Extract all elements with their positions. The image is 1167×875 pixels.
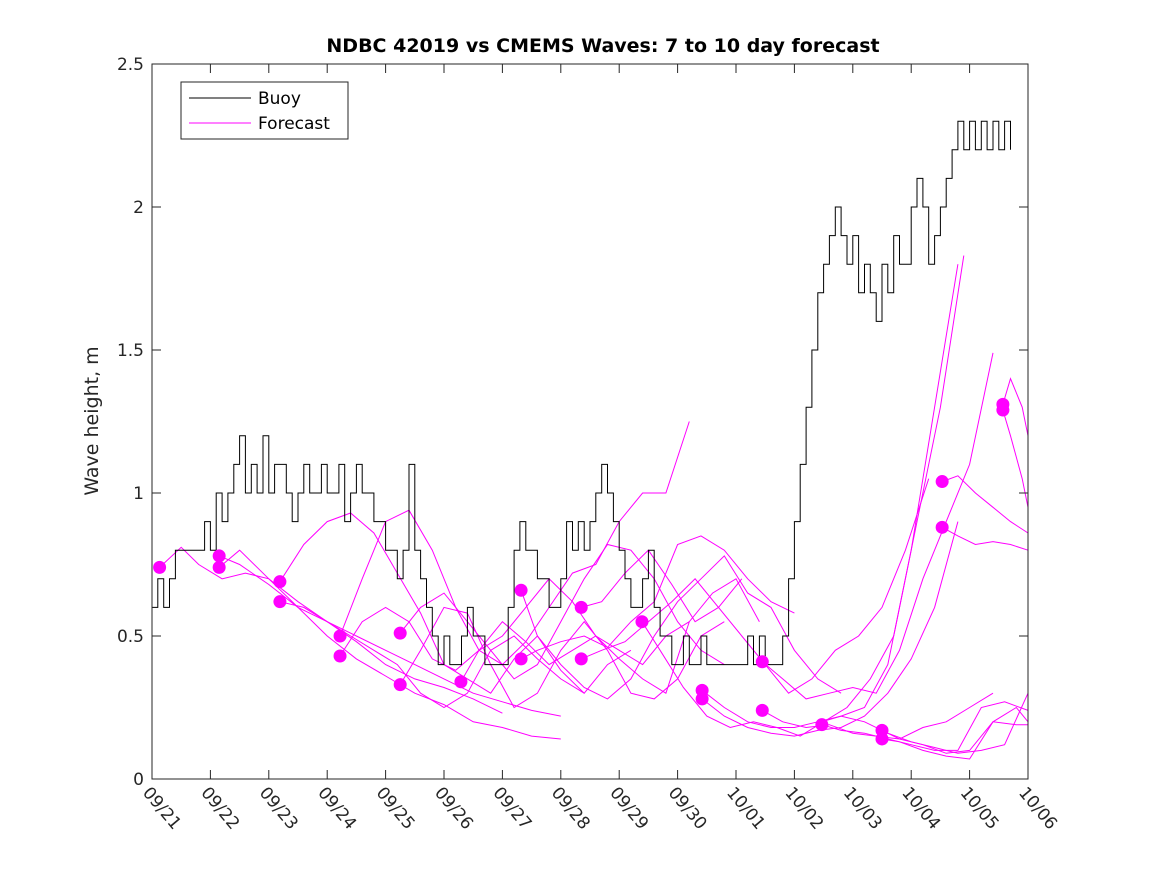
forecast-start-marker (333, 629, 347, 643)
y-tick-label: 0 (133, 770, 144, 790)
y-tick-label: 2 (133, 198, 144, 218)
x-tick-label: 10/05 (956, 783, 1003, 833)
axes-box (151, 63, 1029, 780)
forecast-line-0 (159, 546, 503, 714)
forecast-line-3 (279, 512, 632, 694)
y-axis-label: Wave height, m (81, 346, 103, 495)
forecast-start-marker (935, 520, 949, 534)
forecast-start-marker (393, 678, 407, 692)
forecast-line-25 (1002, 377, 1029, 436)
forecast-start-marker (875, 732, 889, 746)
forecast-start-marker (393, 626, 407, 640)
forecast-start-marker (212, 549, 226, 563)
forecast-start-marker (212, 560, 226, 574)
forecast-line-15 (701, 264, 959, 728)
x-tick-label: 09/23 (255, 783, 302, 833)
y-tick-label: 1 (133, 484, 144, 504)
forecast-line-19 (821, 701, 1029, 751)
x-tick-label: 09/30 (664, 783, 711, 833)
chart-title: NDBC 42019 vs CMEMS Waves: 7 to 10 day f… (326, 35, 879, 57)
legend: Buoy Forecast (180, 81, 349, 140)
forecast-line-24 (941, 526, 1029, 551)
buoy-line (152, 120, 1011, 666)
forecast-line-4 (279, 601, 585, 709)
forecast-start-marker (333, 649, 347, 663)
forecast-line-6 (339, 606, 690, 671)
forecast-start-marker (153, 560, 167, 574)
x-tick-label: 10/06 (1014, 783, 1061, 833)
x-tick-label: 09/29 (605, 783, 652, 833)
x-tick-label: 09/27 (489, 783, 536, 833)
x-tick-label: 10/04 (897, 783, 944, 833)
forecast-start-marker (454, 675, 468, 689)
legend-box (180, 81, 349, 140)
forecast-start-marker (514, 583, 528, 597)
y-tick-label: 1.5 (117, 341, 144, 361)
forecast-start-marker (273, 595, 287, 609)
legend-buoy-label: Buoy (258, 89, 301, 109)
forecast-line-9 (460, 578, 760, 694)
forecast-start-marker (755, 703, 769, 717)
forecast-line-20 (821, 692, 1029, 754)
forecast-line-14 (641, 255, 965, 737)
forecast-line-16 (701, 521, 959, 737)
x-tick-label: 09/28 (547, 783, 594, 833)
x-tick-label: 10/02 (781, 783, 828, 833)
x-tick-label: 09/25 (372, 783, 419, 833)
forecast-start-marker (635, 615, 649, 629)
x-tick-label: 09/24 (313, 783, 360, 833)
x-tick-label: 09/22 (197, 783, 244, 833)
forecast-start-marker (755, 655, 769, 669)
x-tick-label: 09/21 (138, 783, 185, 833)
forecast-start-marker (273, 575, 287, 589)
forecast-start-marker (695, 692, 709, 706)
forecast-start-markers (153, 397, 1010, 746)
forecast-line-23 (942, 475, 1029, 534)
forecast-start-marker (996, 403, 1010, 417)
legend-forecast-label: Forecast (258, 114, 330, 134)
x-tick-label: 10/03 (839, 783, 886, 833)
forecast-line-5 (339, 421, 690, 666)
forecast-line-21 (881, 706, 1029, 754)
forecast-line-2 (218, 549, 561, 740)
y-tick-label: 2.5 (117, 55, 144, 75)
forecast-start-marker (815, 718, 829, 732)
x-tick-label: 09/26 (430, 783, 477, 833)
forecast-line-1 (219, 555, 561, 717)
x-tick-label: 10/01 (722, 783, 769, 833)
y-axis: 0 0.5 1 1.5 2 2.5 (117, 55, 1028, 790)
y-tick-label: 0.5 (117, 627, 144, 647)
forecast-line-22 (881, 721, 1028, 760)
forecast-start-marker (574, 600, 588, 614)
forecast-start-marker (514, 652, 528, 666)
forecast-start-marker (935, 475, 949, 489)
forecast-line-17 (761, 352, 994, 700)
plot-area (152, 120, 1029, 760)
forecast-line-8 (399, 606, 725, 709)
forecast-start-marker (574, 652, 588, 666)
forecast-line-7 (399, 543, 725, 680)
